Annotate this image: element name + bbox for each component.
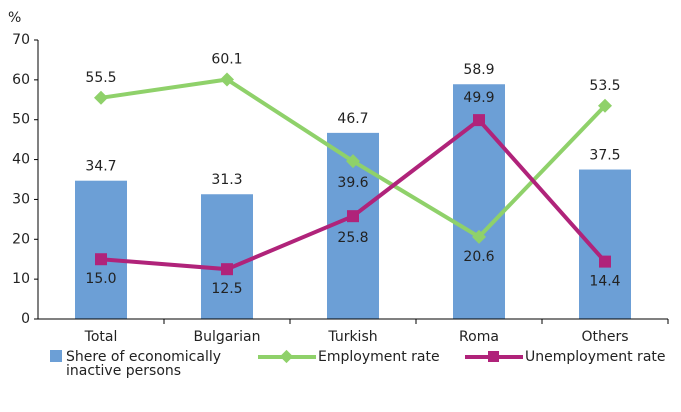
marker <box>473 114 485 127</box>
legend-label: Shere of economically inactive persons <box>66 349 222 379</box>
marker <box>599 255 611 268</box>
legend-label: Unemployment rate <box>525 349 666 365</box>
data-label: 15.0 <box>85 271 116 287</box>
x-tick-label: Bulgarian <box>194 329 261 345</box>
chart: % 0 10 20 30 40 50 60 70 Total Bulgarian Turkish Ro… <box>8 10 669 345</box>
marker <box>95 253 107 266</box>
bar <box>75 180 127 319</box>
marker <box>220 72 234 87</box>
data-label: 55.5 <box>85 70 116 86</box>
marker <box>346 154 360 169</box>
y-tick-label: 50 <box>12 112 30 128</box>
y-tick-label: 0 <box>21 311 30 327</box>
data-label: 31.3 <box>211 172 242 188</box>
y-tick-label: 70 <box>12 32 30 48</box>
data-label: 25.8 <box>337 230 368 246</box>
bar <box>201 194 253 319</box>
legend-swatch <box>258 349 316 364</box>
legend-label: Employment rate <box>318 349 440 365</box>
data-label: 58.9 <box>463 62 494 78</box>
y-tick-label: 30 <box>12 191 30 207</box>
data-label: 20.6 <box>463 249 494 265</box>
x-tick-label: Turkish <box>327 329 377 345</box>
marker <box>221 263 233 276</box>
legend: Shere of economically inactive persons Em… <box>0 347 681 407</box>
data-label: 53.5 <box>589 78 620 94</box>
y-tick-label: 20 <box>12 231 30 247</box>
marker <box>472 229 486 244</box>
x-tick-label: Others <box>581 329 628 345</box>
y-axis-label: % <box>8 10 21 26</box>
marker <box>94 90 108 105</box>
marker <box>598 98 612 113</box>
legend-swatch <box>465 351 523 362</box>
data-label: 39.6 <box>337 175 368 191</box>
x-tick-label: Roma <box>459 329 499 345</box>
bar <box>579 169 631 319</box>
data-label: 12.5 <box>211 281 242 297</box>
data-label: 34.7 <box>85 159 116 175</box>
data-label: 46.7 <box>337 111 368 127</box>
data-label: 49.9 <box>463 90 494 106</box>
data-label: 14.4 <box>589 274 620 290</box>
y-tick-label: 40 <box>12 152 30 168</box>
y-tick-label: 10 <box>12 271 30 287</box>
legend-swatch <box>50 350 62 362</box>
data-label: 37.5 <box>589 148 620 164</box>
x-tick-label: Total <box>84 329 118 345</box>
marker <box>347 210 359 223</box>
y-tick-label: 60 <box>12 72 30 88</box>
data-label: 60.1 <box>211 51 242 67</box>
